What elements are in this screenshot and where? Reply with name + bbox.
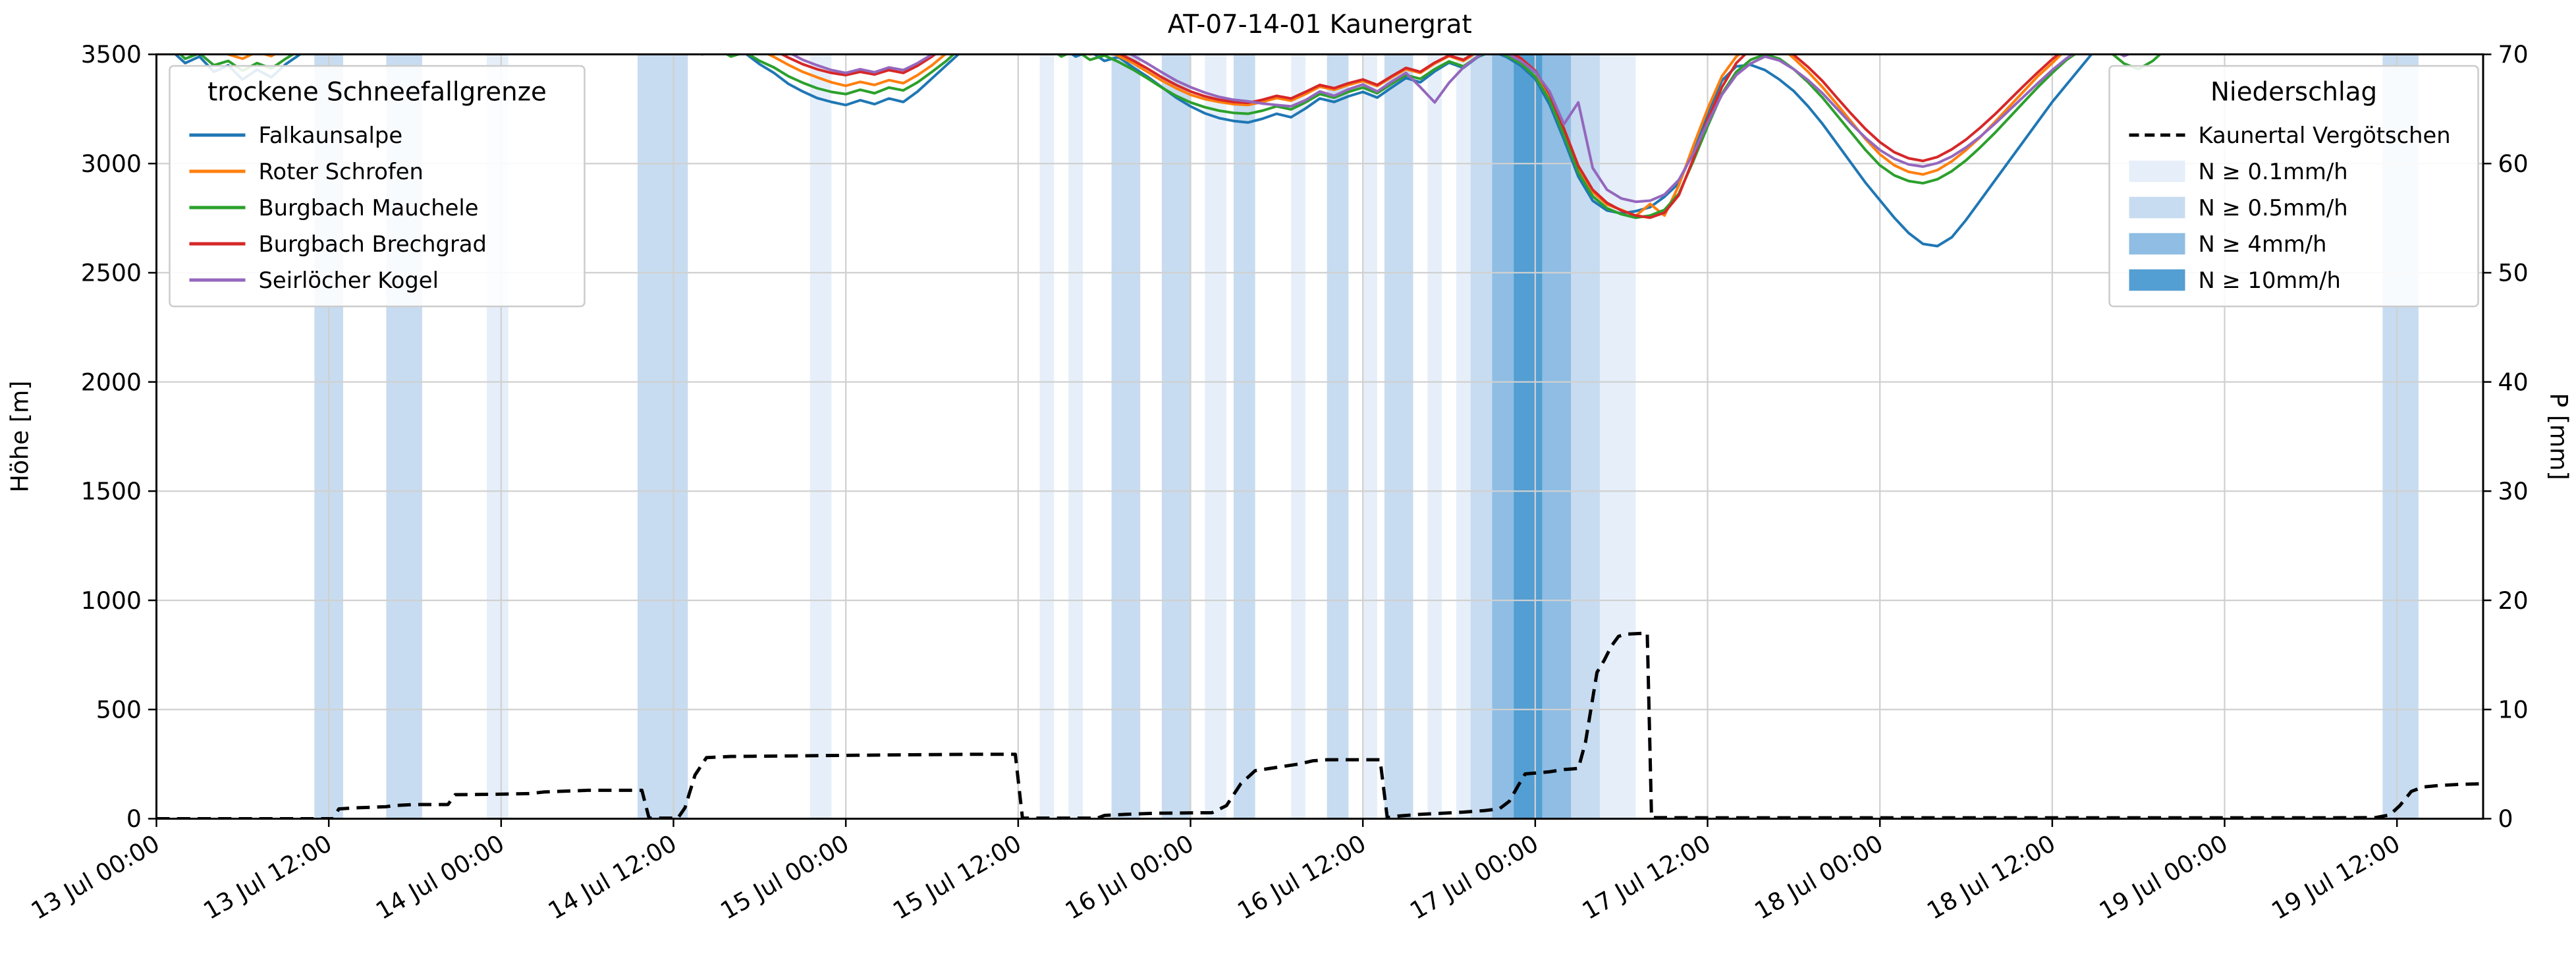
y-right-tick-label: 30	[2498, 477, 2529, 505]
x-tick-label: 18 Jul 12:00	[1922, 829, 2060, 925]
precip-band	[1599, 54, 1636, 819]
y-right-tick-label: 20	[2498, 586, 2529, 615]
y-left-tick-label: 1500	[81, 477, 142, 505]
precip-band	[1384, 54, 1413, 819]
snowline-series-line	[178, 54, 2162, 219]
x-tick-label: 18 Jul 00:00	[1749, 829, 1888, 925]
precip-band	[1470, 54, 1493, 819]
legend-precip: Niederschlag Kaunertal Vergötschen N ≥ 0.1…	[2108, 65, 2479, 308]
plot-border	[155, 53, 2484, 820]
series-layer	[156, 54, 2483, 819]
x-tick-label: 16 Jul 00:00	[1060, 829, 1199, 925]
legend-item-label: N ≥ 0.5mm/h	[2199, 195, 2348, 221]
legend-item-label: N ≥ 4mm/h	[2199, 231, 2327, 257]
y-left-tick-label: 3500	[81, 40, 142, 69]
precip-band	[809, 54, 832, 819]
x-tick-label: 13 Jul 00:00	[26, 829, 165, 925]
precip-band	[1111, 54, 1141, 819]
x-tick-label: 15 Jul 00:00	[715, 829, 854, 925]
legend-item-label: Roter Schrofen	[259, 159, 424, 184]
precip-band	[1039, 54, 1055, 819]
snowline-series-line	[225, 54, 2064, 217]
legend-box	[169, 65, 586, 308]
y-right-tick-label: 70	[2498, 40, 2529, 69]
y-right-axis-label: P [mm]	[2545, 393, 2573, 480]
precip-band	[1427, 54, 1442, 819]
y-left-tick-label: 3000	[81, 150, 142, 178]
precip-band	[637, 54, 688, 819]
x-tick-label: 14 Jul 00:00	[371, 829, 509, 925]
x-tick-label: 13 Jul 12:00	[198, 829, 337, 925]
x-tick-label: 15 Jul 12:00	[888, 829, 1026, 925]
precip-band	[1161, 54, 1191, 819]
y-left-tick-label: 2000	[81, 368, 142, 396]
y-right-tick-label: 10	[2498, 695, 2529, 723]
x-tick-label: 17 Jul 12:00	[1577, 829, 1716, 925]
legend-band-swatch	[2129, 196, 2185, 219]
x-tick-label: 19 Jul 12:00	[2266, 829, 2405, 925]
legend-band-swatch	[2129, 269, 2185, 291]
chart-title: AT-07-14-01 Kaunergrat	[1168, 10, 1472, 40]
precip-band	[1542, 54, 1572, 819]
snowline-series-line	[173, 54, 2093, 248]
snowline-series-line	[789, 54, 2132, 204]
y-left-tick-label: 2500	[81, 259, 142, 287]
precip-band	[1327, 54, 1349, 819]
y-right-tick-label: 0	[2498, 805, 2513, 833]
legend-item-label: N ≥ 10mm/h	[2199, 268, 2341, 293]
y-right-tick-label: 60	[2498, 150, 2529, 178]
legend-item-label: N ≥ 0.1mm/h	[2199, 159, 2348, 184]
x-tick-label: 16 Jul 12:00	[1232, 829, 1371, 925]
x-tick-label: 19 Jul 00:00	[2095, 829, 2233, 925]
legend-box	[2108, 65, 2479, 308]
precip-band	[1205, 54, 1227, 819]
legend-title: trockene Schneefallgrenze	[207, 78, 547, 107]
y-left-tick-label: 500	[96, 695, 142, 723]
legend-item-label: Burgbach Mauchele	[259, 195, 479, 221]
legend-item-label: Falkaunsalpe	[259, 123, 403, 148]
legend-item-label: Burgbach Brechgrad	[259, 231, 487, 257]
x-tick-label: 17 Jul 00:00	[1405, 829, 1543, 925]
precip-band	[1068, 54, 1083, 819]
y-left-axis-label: Höhe [m]	[6, 381, 34, 493]
precip-band	[1291, 54, 1305, 819]
y-left-tick-label: 1000	[81, 586, 142, 615]
legend-item-label: Seirlöcher Kogel	[259, 268, 439, 293]
legend-band-swatch	[2129, 160, 2185, 183]
y-right-tick-label: 40	[2498, 368, 2529, 396]
precip-bands-layer	[314, 54, 2419, 819]
precip-band	[1456, 54, 1471, 819]
precip-band	[1514, 54, 1543, 819]
legend-band-swatch	[2129, 233, 2185, 255]
snowline-series-line	[779, 54, 2060, 219]
legend-item-label: Kaunertal Vergötschen	[2199, 123, 2451, 148]
precip-band	[1363, 54, 1377, 819]
x-tick-label: 14 Jul 12:00	[543, 829, 682, 925]
precip-band	[1233, 54, 1255, 819]
y-right-tick-label: 50	[2498, 259, 2529, 287]
legend-snowline: trockene Schneefallgrenze Falkaunsalpe Rot…	[169, 65, 586, 308]
legend-title: Niederschlag	[2210, 78, 2377, 107]
precip-band	[1492, 54, 1514, 819]
y-left-tick-label: 0	[126, 805, 142, 833]
